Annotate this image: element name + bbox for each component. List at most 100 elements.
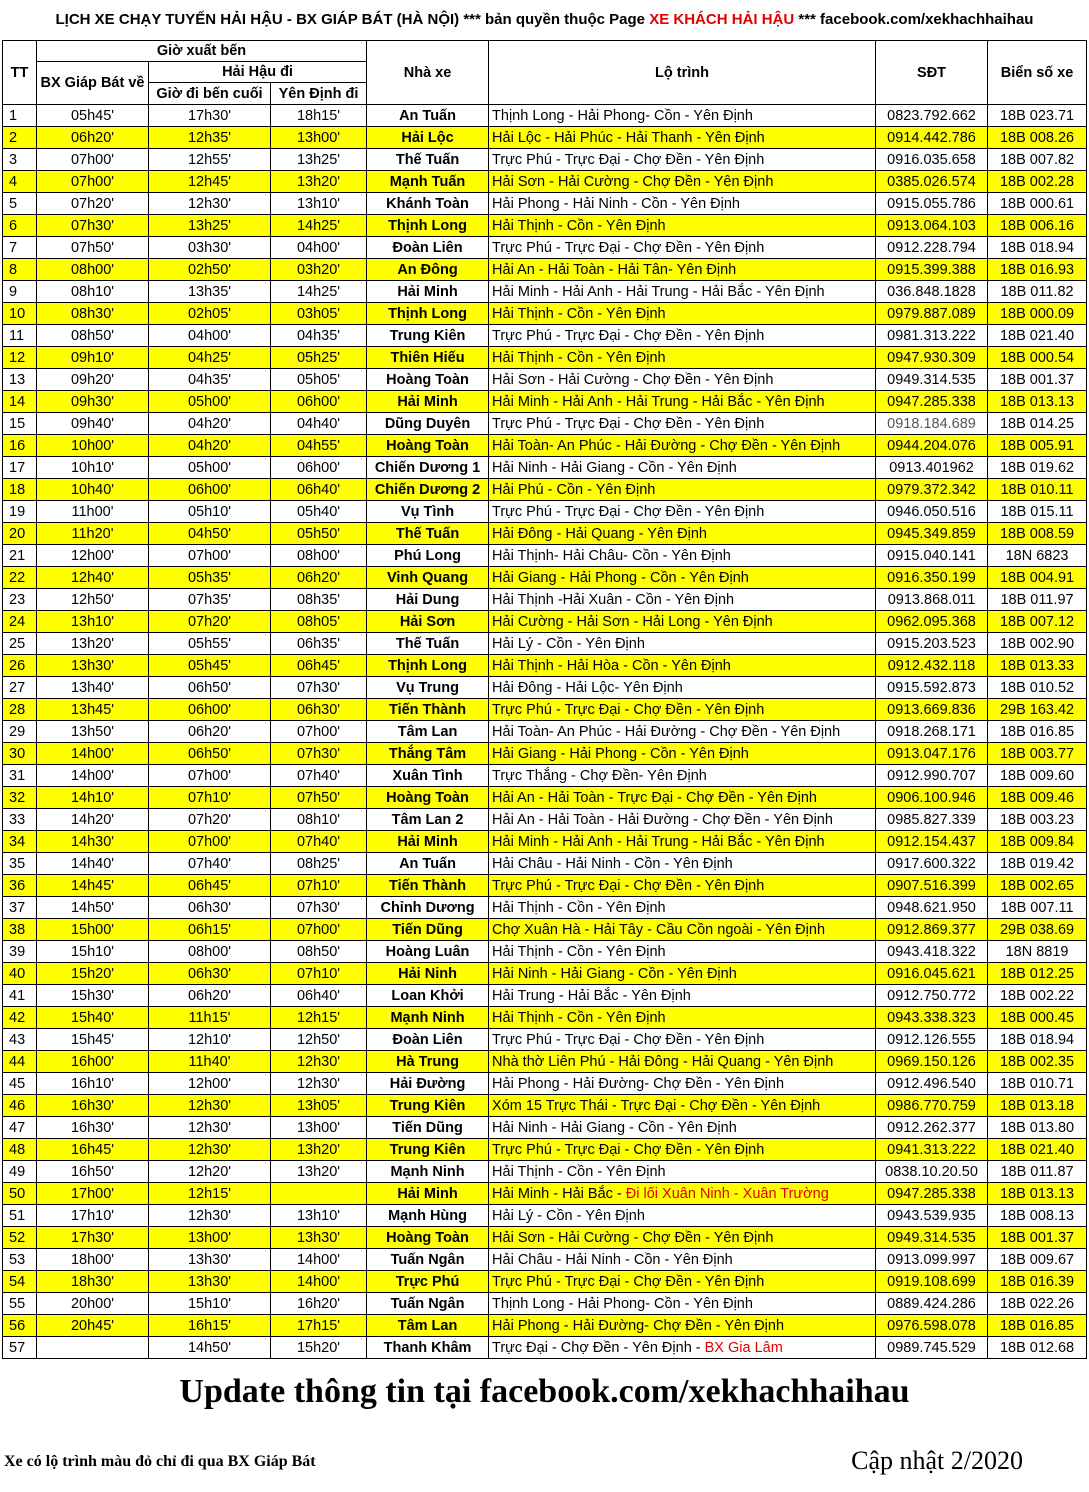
yen-dinh-time: 04h35' <box>269 324 368 347</box>
row-number: 2 <box>2 126 37 149</box>
route-text: Trực Phú - Trực Đại - Chợ Đền - Yên Định <box>492 1141 765 1158</box>
operator-name: Thế Tuấn <box>366 522 490 545</box>
phone-number: 0946.050.516 <box>875 500 989 523</box>
giap-bat-time-text: 18h00' <box>70 1251 115 1268</box>
row-number: 15 <box>2 412 37 435</box>
operator-name: Đoàn Liên <box>366 1028 490 1051</box>
route-text: Hải Thịnh - Cồn - Yên Định <box>492 899 666 916</box>
last-stop-time: 04h50' <box>148 522 271 545</box>
license-plate-text: 18B 002.90 <box>999 635 1075 652</box>
route-text: Hải Sơn - Hải Cường - Chợ Đền - Yên Định <box>492 1229 774 1246</box>
yen-dinh-time-text: 06h00' <box>296 459 341 476</box>
row-number: 36 <box>2 874 37 897</box>
license-plate-text: 18B 016.85 <box>999 723 1075 740</box>
license-plate: 18B 018.94 <box>987 1028 1088 1051</box>
operator-name: Tâm Lan <box>366 720 490 743</box>
last-stop-time-text: 12h20' <box>187 1163 232 1180</box>
giap-bat-time: 16h30' <box>36 1094 149 1117</box>
yen-dinh-time: 13h10' <box>269 192 368 215</box>
last-stop-time-text: 13h30' <box>187 1251 232 1268</box>
last-stop-time: 06h50' <box>148 676 271 699</box>
last-stop-time-text: 05h45' <box>187 657 232 674</box>
giap-bat-time-text: 20h45' <box>70 1317 115 1334</box>
phone-number-text: 0913.099.997 <box>887 1251 976 1268</box>
row-number-text: 4 <box>9 173 18 190</box>
giap-bat-time-text: 13h50' <box>70 723 115 740</box>
row-number-text: 37 <box>9 899 26 916</box>
operator-name-text: An Tuấn <box>399 107 456 124</box>
yen-dinh-time: 08h25' <box>269 852 368 875</box>
operator-name-text: Hà Trung <box>396 1053 459 1070</box>
yen-dinh-time: 15h20' <box>269 1336 368 1359</box>
route-red-segment: BX Gia Lâm <box>704 1339 783 1356</box>
row-number-text: 24 <box>9 613 26 630</box>
last-stop-time-text: 06h30' <box>187 899 232 916</box>
yen-dinh-time: 12h30' <box>269 1072 368 1095</box>
table-row: 8 08h00' 02h50' 03h20' An Đông Hải An - Hải T… <box>2 258 1088 281</box>
phone-number: 0913.047.176 <box>875 742 989 765</box>
table-row: 50 17h00' 12h15' Hải Minh Hải Minh - Hải Bắc… <box>2 1182 1088 1205</box>
giap-bat-time: 14h45' <box>36 874 149 897</box>
giap-bat-time: 20h00' <box>36 1292 149 1315</box>
operator-name: Tiến Dũng <box>366 1116 490 1139</box>
route-text: Trực Phú - Trực Đại - Chợ Đền - Yên Định <box>492 1273 765 1290</box>
route: Hải Lý - Cồn - Yên Định <box>488 1204 877 1227</box>
phone-number: 0912.750.772 <box>875 984 989 1007</box>
operator-name-text: Hải Lộc <box>401 129 454 146</box>
row-number-text: 38 <box>9 921 26 938</box>
yen-dinh-time-text: 13h00' <box>296 1119 341 1136</box>
giap-bat-time-text: 12h00' <box>70 547 115 564</box>
license-plate-text: 18B 011.87 <box>1000 1163 1074 1180</box>
operator-name: Trung Kiên <box>366 324 490 347</box>
giap-bat-time: 06h20' <box>36 126 149 149</box>
operator-name: Dũng Duyên <box>366 412 490 435</box>
row-number-text: 32 <box>9 789 26 806</box>
row-number-text: 34 <box>9 833 26 850</box>
last-stop-time-text: 07h20' <box>187 613 232 630</box>
phone-number-text: 0944.204.076 <box>887 437 976 454</box>
yen-dinh-time: 05h50' <box>269 522 368 545</box>
yen-dinh-time-text: 06h30' <box>296 701 341 718</box>
phone-number-text: 0948.621.950 <box>887 899 976 916</box>
table-row: 56 20h45' 16h15' 17h15' Tâm Lan Hải Phong - H… <box>2 1314 1088 1337</box>
license-plate-text: 18B 015.11 <box>1000 503 1074 520</box>
last-stop-time: 04h20' <box>148 434 271 457</box>
last-stop-time: 06h15' <box>148 918 271 941</box>
yen-dinh-time-text: 08h10' <box>296 811 341 828</box>
route: Xóm 15 Trực Thái - Trực Đại - Chợ Đền - … <box>488 1094 877 1117</box>
route: Hải Toàn- An Phúc - Hải Đường - Chợ Đền … <box>488 434 877 457</box>
operator-name: Tiến Dũng <box>366 918 490 941</box>
license-plate-text: 18B 018.94 <box>999 239 1075 256</box>
operator-name: Tuấn Ngân <box>366 1292 490 1315</box>
phone-number: 0913.099.997 <box>875 1248 989 1271</box>
row-number: 32 <box>2 786 37 809</box>
phone-number: 0979.887.089 <box>875 302 989 325</box>
operator-name: Hoàng Luân <box>366 940 490 963</box>
header-departure-group: Giờ xuất bến <box>35 40 368 62</box>
last-stop-time: 12h30' <box>148 1116 271 1139</box>
last-stop-time: 07h00' <box>148 764 271 787</box>
title-suffix: *** facebook.com/xekhachhaihau <box>794 11 1034 28</box>
table-row: 31 14h00' 07h00' 07h40' Xuân Tình Trực Thắng … <box>2 764 1088 787</box>
giap-bat-time-text: 05h45' <box>70 107 115 124</box>
row-number: 24 <box>2 610 37 633</box>
last-stop-time: 02h50' <box>148 258 271 281</box>
operator-name: Tiến Thành <box>366 874 490 897</box>
last-stop-time: 05h45' <box>148 654 271 677</box>
last-stop-time: 05h10' <box>148 500 271 523</box>
phone-number-text: 0912.126.555 <box>887 1031 976 1048</box>
phone-number-text: 0915.055.786 <box>887 195 976 212</box>
yen-dinh-time-text: 07h40' <box>296 833 341 850</box>
last-stop-time-text: 12h30' <box>187 1097 232 1114</box>
giap-bat-time: 17h30' <box>36 1226 149 1249</box>
giap-bat-time: 10h10' <box>36 456 149 479</box>
license-plate: 18B 010.11 <box>987 478 1088 501</box>
last-stop-time: 12h15' <box>148 1182 271 1205</box>
route: Thịnh Long - Hải Phong- Cồn - Yên Định <box>488 104 877 127</box>
phone-number-text: 0946.050.516 <box>887 503 976 520</box>
phone-number-text: 0914.442.786 <box>887 129 976 146</box>
row-number-text: 3 <box>9 151 18 168</box>
route: Hải Thịnh -Hải Xuân - Cồn - Yên Định <box>488 588 877 611</box>
phone-number-text: 0941.313.222 <box>887 1141 976 1158</box>
phone-number-text: 0913.064.103 <box>887 217 976 234</box>
